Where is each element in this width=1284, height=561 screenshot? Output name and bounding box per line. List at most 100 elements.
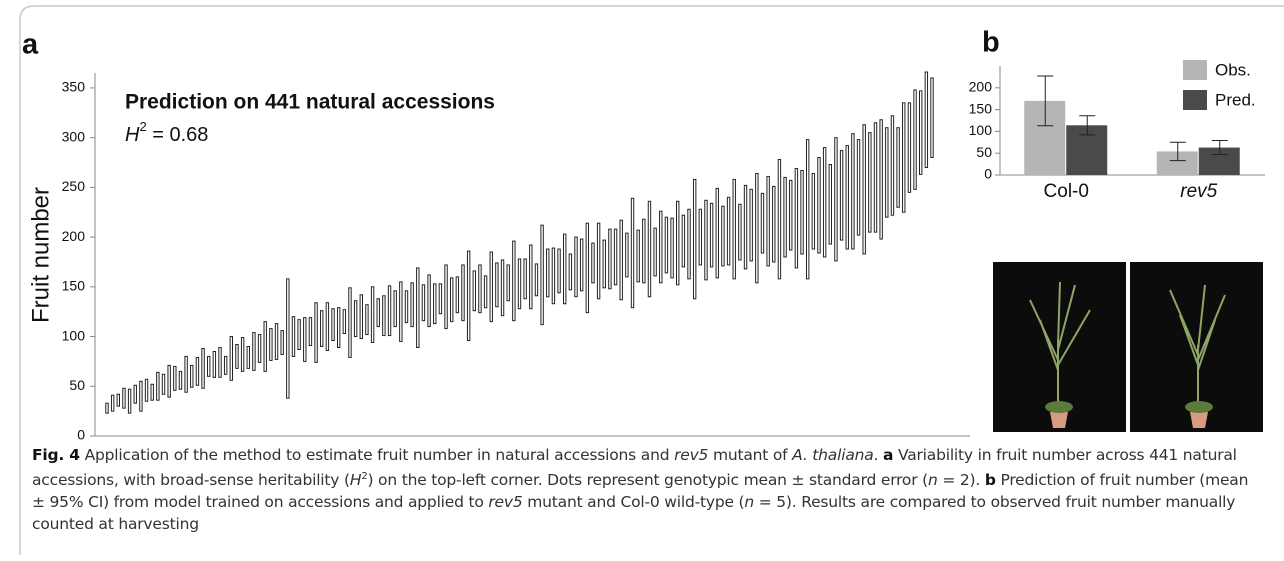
error-bar <box>150 383 154 401</box>
error-bar <box>348 287 352 358</box>
error-bar <box>190 364 194 388</box>
error-bar <box>144 378 149 402</box>
error-bar <box>851 133 855 250</box>
x-tick-label: Col-0 <box>1044 181 1089 202</box>
caption-run: Application of the method to estimate fr… <box>79 446 675 464</box>
error-bar <box>721 205 725 267</box>
error-bar <box>472 270 476 312</box>
error-bar <box>127 388 132 414</box>
error-bar <box>257 334 262 363</box>
error-bar <box>393 290 397 328</box>
y-tick-label: 100 <box>62 327 86 343</box>
caption-run: Prediction of fruit number (mean ± 95% C… <box>32 471 1249 512</box>
y-tick-label: 250 <box>62 178 86 194</box>
legend-label: Pred. <box>1215 90 1256 109</box>
error-bar <box>495 262 499 308</box>
error-bar <box>659 210 663 284</box>
x-tick-label: rev5 <box>1180 181 1217 202</box>
error-bar <box>805 139 810 280</box>
error-bar <box>500 259 505 317</box>
error-bar <box>449 277 454 323</box>
error-bar <box>647 200 652 298</box>
error-bar <box>715 187 719 279</box>
error-bar <box>105 402 109 414</box>
error-bar <box>879 119 883 240</box>
error-bar <box>896 127 900 208</box>
error-bar <box>732 178 736 280</box>
error-bar <box>506 264 510 302</box>
caption-run: n <box>744 493 755 512</box>
error-bar <box>370 286 375 344</box>
y-tick-label: 100 <box>969 122 993 138</box>
error-bar <box>772 185 776 263</box>
caption-run: Variability in fruit number across 441 n… <box>32 446 1237 490</box>
error-bar <box>653 227 657 277</box>
error-bar <box>512 240 516 322</box>
error-bar <box>387 285 392 337</box>
error-bar <box>890 115 895 216</box>
error-bar <box>664 216 669 274</box>
error-bar <box>692 178 697 300</box>
caption-run: = 5). Results are compared to observed f… <box>32 493 1236 534</box>
error-bar <box>885 127 889 218</box>
error-bar <box>918 90 923 175</box>
error-bar <box>116 393 121 407</box>
error-bar <box>834 137 838 262</box>
error-bar <box>591 242 595 284</box>
caption-run: mutant of <box>708 446 793 464</box>
error-bar <box>274 323 279 360</box>
error-bar <box>303 317 307 362</box>
error-bar <box>596 222 601 300</box>
caption-run: ) on the top-left corner. Dots represent… <box>367 471 928 490</box>
error-bar <box>749 188 753 262</box>
error-bar <box>924 71 929 168</box>
error-bar <box>868 132 872 233</box>
error-bar <box>308 317 313 346</box>
error-bar <box>110 394 115 412</box>
error-bar <box>353 300 358 338</box>
error-bar <box>359 294 363 340</box>
error-bar <box>478 264 482 314</box>
error-bar <box>178 370 183 390</box>
caption-run: = 2). <box>937 471 985 490</box>
y-axis-title: Fruit number <box>27 187 54 323</box>
legend-swatch <box>1183 90 1207 110</box>
caption: Fig. 4 Application of the method to esti… <box>32 444 1264 535</box>
error-bar <box>156 371 160 401</box>
error-bar <box>483 275 488 309</box>
error-bar <box>314 302 318 363</box>
error-bar <box>913 89 917 190</box>
caption-run: mutant and Col-0 wild-type ( <box>522 493 745 512</box>
error-bar <box>709 202 714 268</box>
error-bar <box>766 175 770 267</box>
panel-label: a <box>22 29 39 61</box>
annotation: Prediction on 441 natural accessions <box>125 91 495 114</box>
photo-rev5 <box>1130 262 1263 432</box>
error-bar <box>873 122 878 233</box>
error-bar <box>907 102 912 193</box>
error-bar <box>466 250 471 342</box>
error-bar <box>1169 141 1186 162</box>
error-bar <box>433 283 437 325</box>
y-tick-label: 200 <box>969 79 993 95</box>
caption-run: H <box>349 471 362 490</box>
error-bar <box>291 316 296 357</box>
y-tick-label: 150 <box>969 100 993 116</box>
error-bar <box>246 345 250 369</box>
y-tick-label: 150 <box>62 278 86 294</box>
legend-swatch <box>1183 60 1207 80</box>
error-bar <box>704 199 708 281</box>
error-bar <box>269 328 273 361</box>
error-bar <box>930 77 934 159</box>
error-bar <box>619 219 623 301</box>
error-bar <box>800 169 804 255</box>
caption-run: b <box>984 471 996 490</box>
error-bar <box>382 295 386 337</box>
error-bar <box>139 380 143 412</box>
error-bar <box>342 309 347 335</box>
y-tick-label: 350 <box>62 79 86 95</box>
error-bar <box>856 139 861 236</box>
statistic-symbol: H <box>125 124 140 146</box>
error-bar <box>540 224 544 326</box>
error-bar <box>404 290 409 324</box>
